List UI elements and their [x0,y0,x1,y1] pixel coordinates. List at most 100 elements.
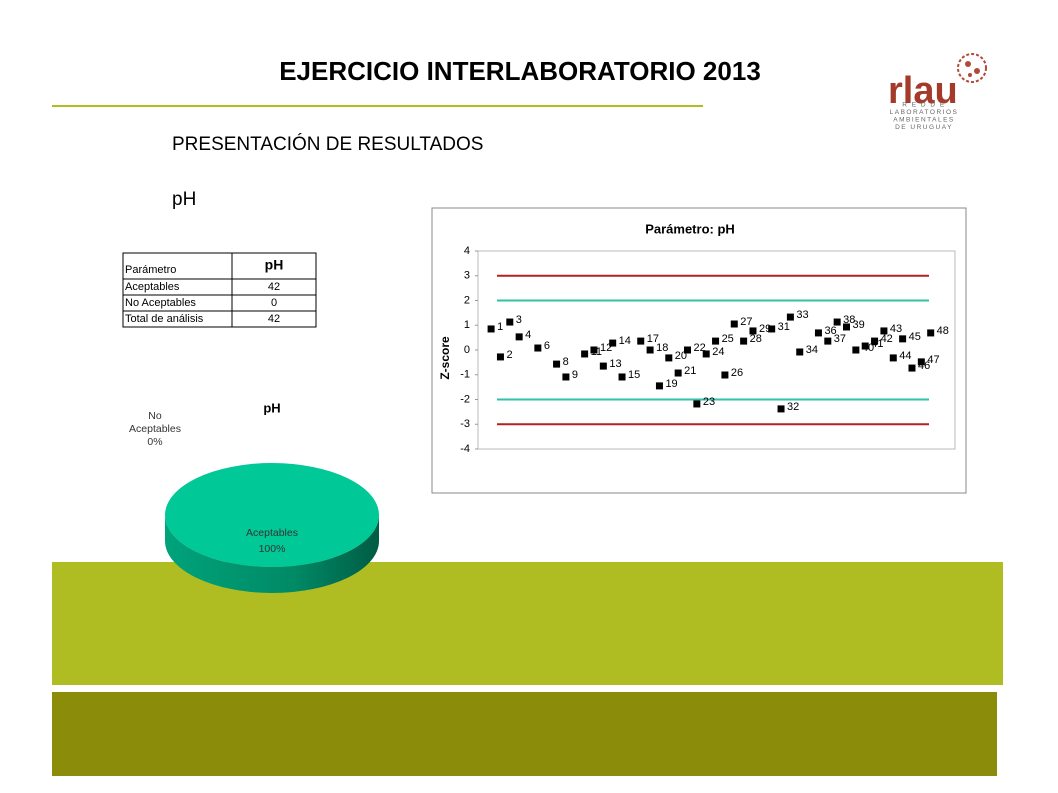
pie-label-word: No [148,410,162,422]
point-label: 33 [796,309,808,321]
point-label: 9 [572,369,578,381]
point-label: 21 [684,365,696,377]
point [646,346,654,354]
point [609,339,617,347]
point [590,346,598,354]
point-label: 24 [712,346,724,358]
pie-label: Aceptables [246,527,298,539]
point [599,362,607,370]
table-cell: No Aceptables [125,297,196,309]
band-top [52,562,1003,685]
point-label: 25 [722,333,734,345]
table-cell: Total de análisis [125,313,204,325]
table-cell: Aceptables [125,281,180,293]
point-label: 27 [740,316,752,328]
point [796,348,804,356]
point-label: 13 [609,358,621,370]
y-tick-label: -1 [460,369,470,381]
table: Parámetro pH Aceptables 42 No Aceptables… [122,252,317,328]
point [889,354,897,362]
point [581,350,589,358]
point [852,346,860,354]
point-label: 29 [759,323,771,335]
y-tick-label: 1 [464,319,470,331]
parameter: pH [172,189,196,210]
table-cell: 0 [271,297,277,309]
point [861,342,869,350]
point [768,325,776,333]
logo-line: LABORATORIOS [890,109,959,116]
point-label: 4 [525,329,531,341]
point [506,318,514,326]
point [553,360,561,368]
point [880,327,888,335]
point-label: 18 [656,342,668,354]
y-tick-label: -2 [460,393,470,405]
table-header: pH [265,257,284,273]
pie-value-label: 0% [147,436,162,448]
point [618,373,626,381]
point [702,350,710,358]
table-header: Parámetro [125,264,176,276]
point [927,329,935,337]
y-tick-label: 3 [464,270,470,282]
y-tick-label: 2 [464,294,470,306]
pie-side [165,515,379,593]
logo-line: DE URUGUAY [895,124,953,131]
point-label: 38 [843,314,855,326]
point-label: 23 [703,396,715,408]
point-label: 3 [516,314,522,326]
point [562,373,570,381]
point [777,405,785,413]
logo-name: rlau [888,70,958,112]
point-label: 17 [647,333,659,345]
point-label: 26 [731,367,743,379]
point [730,320,738,328]
pie-value-label: 100% [259,543,286,555]
y-tick-label: 4 [464,245,470,257]
point-label: 8 [563,356,569,368]
point-label: 1 [497,321,503,333]
point-label: 32 [787,401,799,413]
point [899,335,907,343]
subtitle: PRESENTACIÓN DE RESULTADOS [172,133,483,155]
point-label: 22 [694,342,706,354]
point-label: 44 [899,350,911,362]
pie-slice [165,463,379,567]
point-label: 14 [619,335,631,347]
point-label: 39 [853,319,865,331]
point-label: 20 [675,350,687,362]
pie-label: No Aceptables [129,410,181,435]
table-cell: 42 [268,313,280,325]
y-tick-label: -4 [460,443,470,455]
point-label: 31 [778,321,790,333]
point [637,337,645,345]
y-axis-label: Z-score [438,336,452,380]
logo: rlau [888,53,987,112]
point-label: 37 [834,333,846,345]
point-label: 47 [927,354,939,366]
point-label: 42 [881,333,893,345]
point [917,358,925,366]
point [833,318,841,326]
logo-line: R E D D E [902,102,945,109]
pie-label-word: Aceptables [129,423,181,435]
y-tick-label: -3 [460,418,470,430]
point [814,329,822,337]
point [655,382,663,390]
point [712,337,720,345]
point [534,344,542,352]
point [786,313,794,321]
point-label: 43 [890,323,902,335]
point-label: 28 [750,333,762,345]
pie-title: pH [263,400,280,415]
point [665,354,673,362]
table-cell: 42 [268,281,280,293]
point [871,337,879,345]
point-label: 19 [665,378,677,390]
point [674,369,682,377]
point-label: 15 [628,369,640,381]
title: EJERCICIO INTERLABORATORIO 2013 [279,56,761,86]
point-label: 12 [600,342,612,354]
